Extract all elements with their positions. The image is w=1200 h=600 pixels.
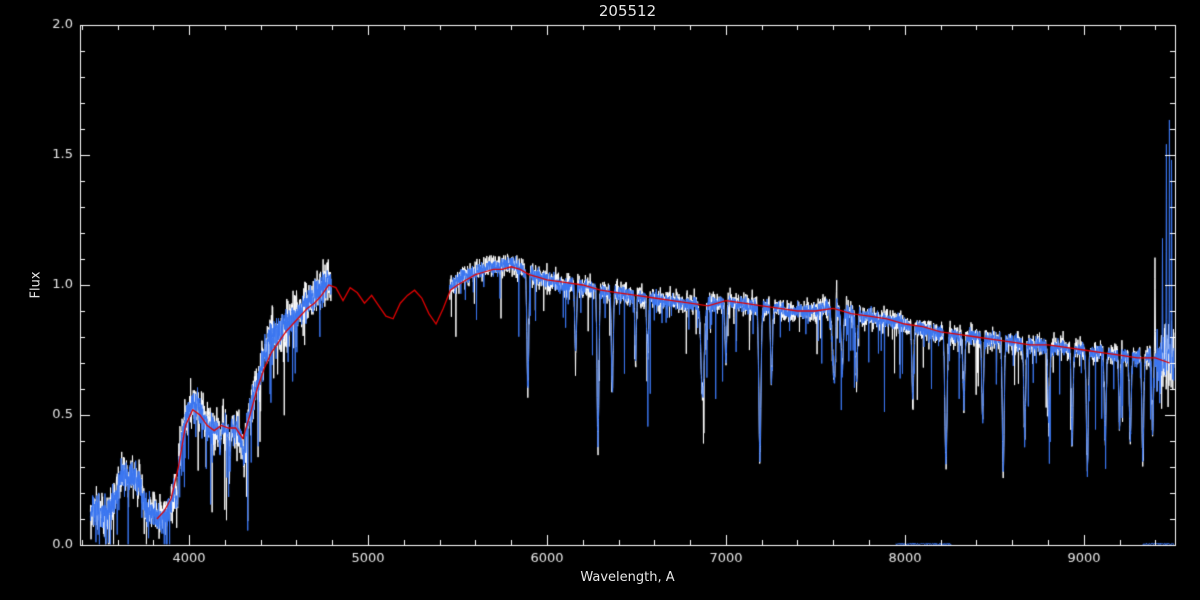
- plot-title: 205512: [598, 2, 657, 20]
- y-axis-label: Flux: [28, 271, 44, 299]
- x-axis-label: Wavelength, A: [580, 570, 675, 585]
